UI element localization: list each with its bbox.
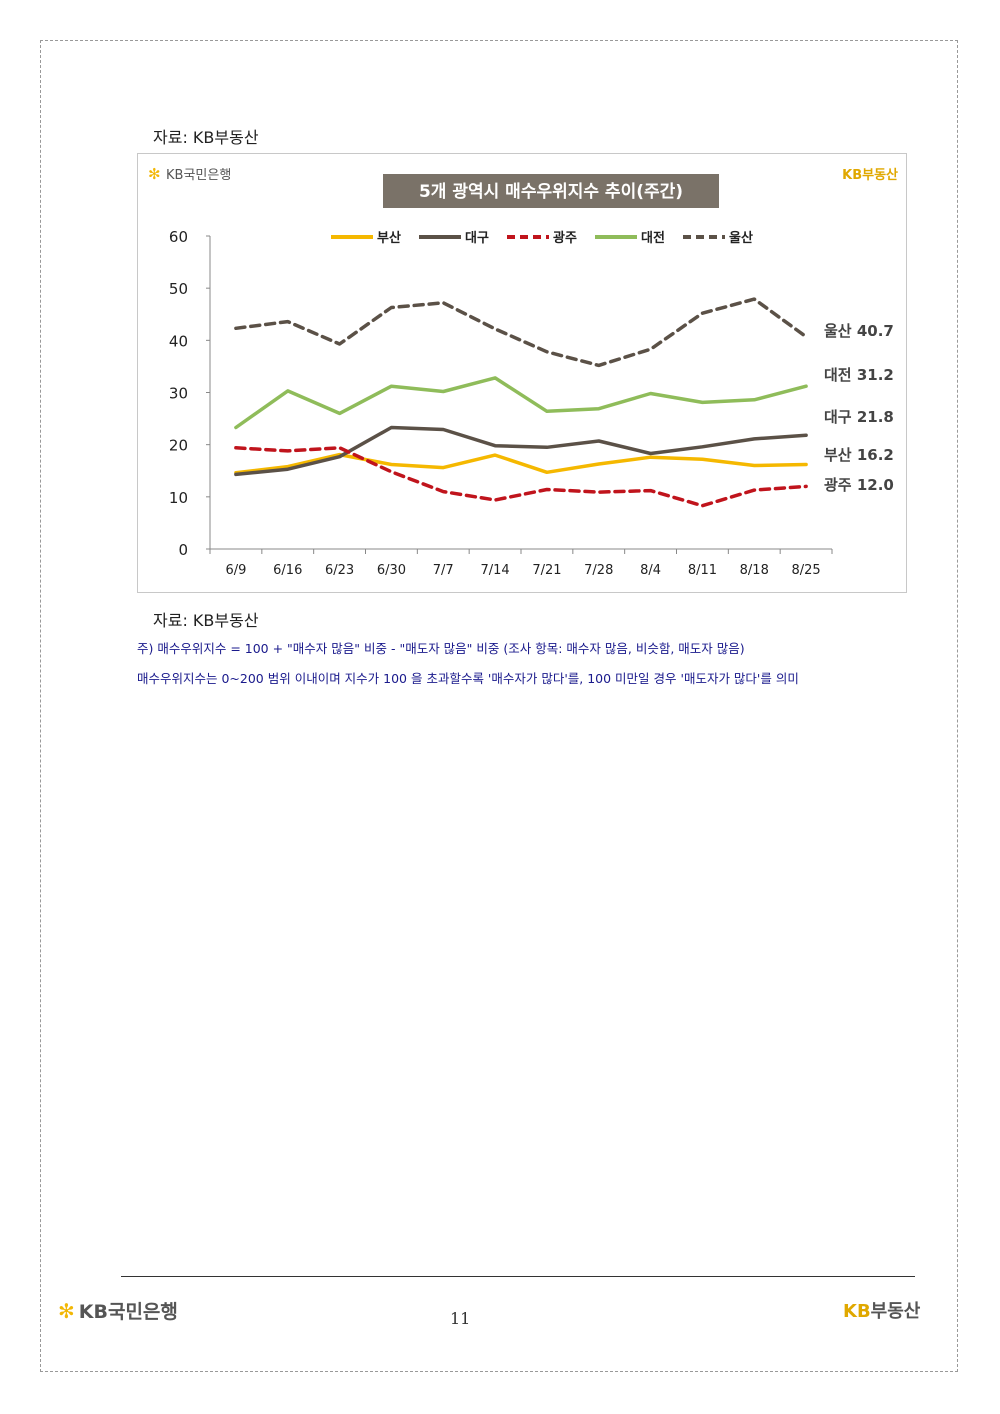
x-tick-label: 7/7 <box>433 563 454 578</box>
x-tick-label: 7/14 <box>480 563 509 578</box>
x-tick-label: 7/21 <box>532 563 561 578</box>
y-tick-label: 30 <box>169 385 188 403</box>
footer-logo-left: ✻ KB국민은행 <box>58 1297 178 1324</box>
x-tick-label: 8/4 <box>640 563 661 578</box>
chart-title: 5개 광역시 매수우위지수 추이(주간) <box>419 182 683 202</box>
y-tick-label: 50 <box>169 280 188 298</box>
x-tick-label: 7/28 <box>584 563 613 578</box>
y-tick-label: 10 <box>169 489 188 507</box>
footer-divider <box>121 1276 915 1277</box>
star-icon: ✻ <box>58 1298 75 1323</box>
x-tick-label: 6/30 <box>377 563 406 578</box>
page-number: 11 <box>450 1309 471 1328</box>
x-tick-label: 6/23 <box>325 563 354 578</box>
x-tick-label: 6/9 <box>225 563 246 578</box>
series-line-ulsan <box>234 297 808 368</box>
x-tick-label: 8/18 <box>740 563 769 578</box>
line-chart: ✻ KB국민은행 KB부동산 5개 광역시 매수우위지수 추이(주간) 0 10 2… <box>148 165 898 578</box>
series-line-daegu <box>234 425 808 477</box>
legend: 부산 대구 광주 대전 울산 <box>331 230 753 246</box>
end-label-busan: 부산 16.2 <box>824 446 894 464</box>
y-tick-label: 60 <box>169 228 188 246</box>
star-icon: ✻ <box>148 165 161 183</box>
end-label-daegu: 대구 21.8 <box>824 408 894 426</box>
legend-label: 광주 <box>553 231 577 246</box>
series-lines <box>234 297 808 508</box>
footer-logo-right-kb: KB <box>843 1301 871 1322</box>
x-tick-label: 8/25 <box>791 563 820 578</box>
end-label-ulsan: 울산 40.7 <box>824 322 894 340</box>
footer-logo-left-text: KB국민은행 <box>78 1301 178 1323</box>
footer-logo-right: KB부동산 <box>843 1297 920 1323</box>
note-range-explanation: 매수우위지수는 0~200 범위 이내이며 지수가 100 을 초과할수록 '매… <box>137 671 799 686</box>
end-labels: 부산 16.2 대구 21.8 광주 12.0 대전 31.2 울산 40.7 <box>824 322 894 494</box>
chart-logo-left: ✻ KB국민은행 <box>148 165 231 183</box>
page-border <box>40 40 958 1372</box>
chart-frame: ✻ KB국민은행 KB부동산 5개 광역시 매수우위지수 추이(주간) 0 10 2… <box>137 153 907 593</box>
source-caption-bottom: 자료: KB부동산 <box>153 611 259 630</box>
legend-label: 부산 <box>377 230 401 246</box>
legend-label: 울산 <box>729 230 753 246</box>
y-tick-label: 0 <box>178 541 188 559</box>
note-definition: 주) 매수우위지수 = 100 + "매수자 많음" 비중 - "매도자 많음"… <box>137 641 745 656</box>
series-line-gwangju <box>234 446 808 508</box>
chart-title-background <box>383 174 719 208</box>
source-caption-top: 자료: KB부동산 <box>153 128 259 147</box>
footer-logo-right-text: 부동산 <box>870 1301 921 1322</box>
y-tick-label: 40 <box>169 332 188 350</box>
legend-label: 대전 <box>641 230 665 246</box>
series-line-busan <box>234 452 808 475</box>
chart-logo-right: KB부동산 <box>842 167 898 183</box>
series-line-daejeon <box>234 376 808 430</box>
chart-logo-left-text: KB국민은행 <box>166 167 231 183</box>
x-tick-label: 6/16 <box>273 563 302 578</box>
axes: 0 10 20 30 40 50 60 6/9 6/16 6/23 6/30 7/7 7/14 7/21 7… <box>169 228 833 578</box>
x-tick-label: 8/11 <box>688 563 717 578</box>
end-label-gwangju: 광주 12.0 <box>824 476 894 494</box>
legend-label: 대구 <box>465 231 489 246</box>
end-label-daejeon: 대전 31.2 <box>824 366 894 384</box>
y-tick-label: 20 <box>169 437 188 455</box>
